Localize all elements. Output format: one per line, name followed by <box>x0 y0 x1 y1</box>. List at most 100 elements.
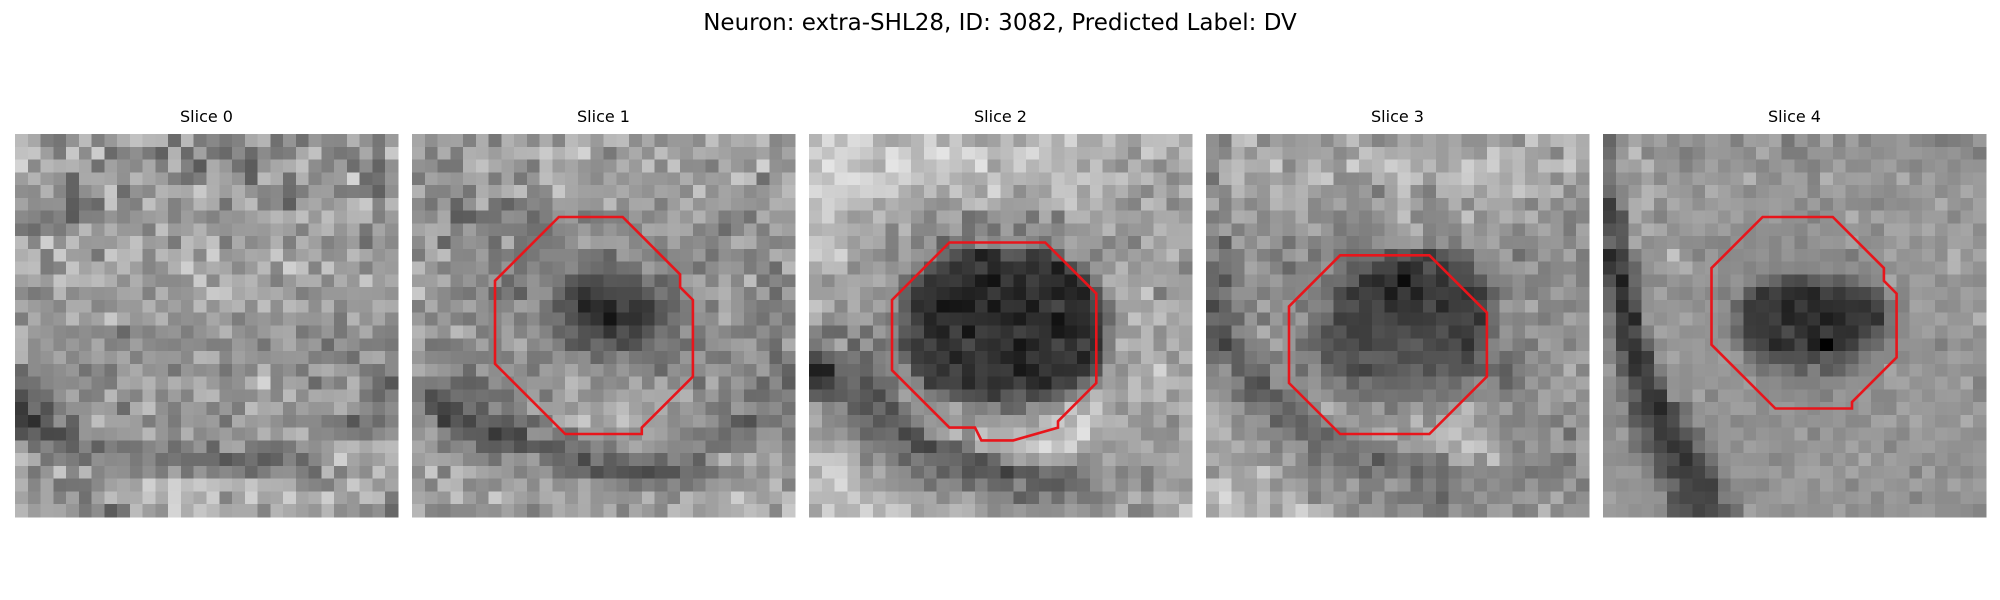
pixel <box>987 427 1002 441</box>
pixel <box>539 134 554 148</box>
pixel <box>91 274 105 288</box>
pixel <box>385 172 399 186</box>
pixel <box>872 389 887 403</box>
pixel <box>244 363 259 378</box>
pixel <box>193 312 208 327</box>
pixel <box>1960 134 1974 148</box>
pixel <box>1499 172 1513 186</box>
pixel <box>1423 504 1437 518</box>
pixel <box>1960 172 1974 186</box>
pixel <box>1153 491 1168 505</box>
pixel <box>1730 223 1745 237</box>
pixel <box>501 504 515 518</box>
pixel <box>321 389 335 403</box>
pixel <box>501 274 515 288</box>
pixel <box>1794 414 1808 429</box>
pixel <box>308 351 322 365</box>
pixel <box>321 376 335 390</box>
pixel <box>782 376 796 390</box>
pixel <box>180 504 195 518</box>
pixel <box>27 134 42 148</box>
pixel <box>295 159 310 173</box>
pixel <box>1448 389 1462 403</box>
pixel <box>1960 210 1974 224</box>
pixel <box>1832 465 1847 480</box>
pixel <box>244 197 259 212</box>
pixel <box>129 248 144 263</box>
pixel <box>270 248 284 263</box>
pixel <box>603 159 617 173</box>
pixel <box>1883 185 1898 199</box>
pixel <box>1832 287 1847 301</box>
pixel <box>1461 312 1475 327</box>
pixel <box>437 389 451 403</box>
pixel <box>488 465 502 480</box>
pixel <box>91 440 105 454</box>
pixel <box>180 465 195 480</box>
pixel <box>692 465 707 480</box>
pixel <box>1423 134 1437 148</box>
pixel <box>193 414 208 429</box>
pixel <box>526 185 541 199</box>
pixel <box>987 376 1002 390</box>
pixel <box>450 210 464 224</box>
pixel <box>1333 159 1348 173</box>
pixel <box>756 185 771 199</box>
pixel <box>1883 440 1898 454</box>
pixel <box>1730 478 1745 493</box>
pixel <box>232 338 246 352</box>
pixel <box>1128 274 1142 288</box>
pixel <box>1128 159 1142 173</box>
pixel <box>180 172 195 186</box>
pixel <box>1166 223 1180 237</box>
pixel <box>936 465 951 480</box>
pixel <box>1654 299 1668 314</box>
pixel <box>27 491 42 505</box>
pixel <box>488 427 502 441</box>
pixel <box>450 414 464 429</box>
pixel <box>1679 389 1693 403</box>
pixel <box>974 312 989 327</box>
pixel <box>437 325 451 339</box>
pixel <box>1153 197 1168 212</box>
pixel <box>206 427 220 441</box>
pixel <box>1423 491 1437 505</box>
pixel <box>1218 389 1233 403</box>
pixel <box>142 414 157 429</box>
pixel <box>1064 478 1078 493</box>
pixel <box>40 376 54 390</box>
pixel <box>1909 248 1923 263</box>
pixel <box>15 402 29 416</box>
pixel <box>1537 261 1552 276</box>
pixel <box>1013 223 1027 237</box>
pixel <box>1346 261 1360 276</box>
pixel <box>475 427 490 441</box>
pixel <box>821 274 836 288</box>
pixel <box>1038 197 1053 212</box>
pixel <box>424 325 439 339</box>
pixel <box>1115 465 1129 480</box>
pixel <box>15 414 29 429</box>
pixel <box>1807 261 1821 276</box>
pixel <box>385 338 399 352</box>
pixel <box>1064 389 1078 403</box>
pixel <box>168 414 182 429</box>
pixel <box>257 134 271 148</box>
pixel <box>1051 351 1065 365</box>
pixel <box>295 299 310 314</box>
pixel <box>731 338 745 352</box>
pixel <box>667 223 681 237</box>
pixel <box>923 210 938 224</box>
pixel <box>1947 236 1962 250</box>
pixel <box>91 478 105 493</box>
pixel <box>962 210 976 224</box>
pixel <box>769 236 783 250</box>
pixel <box>1512 185 1526 199</box>
pixel <box>1717 287 1732 301</box>
pixel <box>1603 236 1617 250</box>
pixel <box>731 159 745 173</box>
pixel <box>1448 248 1462 263</box>
pixel <box>142 134 157 148</box>
pixel <box>1512 248 1526 263</box>
pixel <box>1550 134 1565 148</box>
